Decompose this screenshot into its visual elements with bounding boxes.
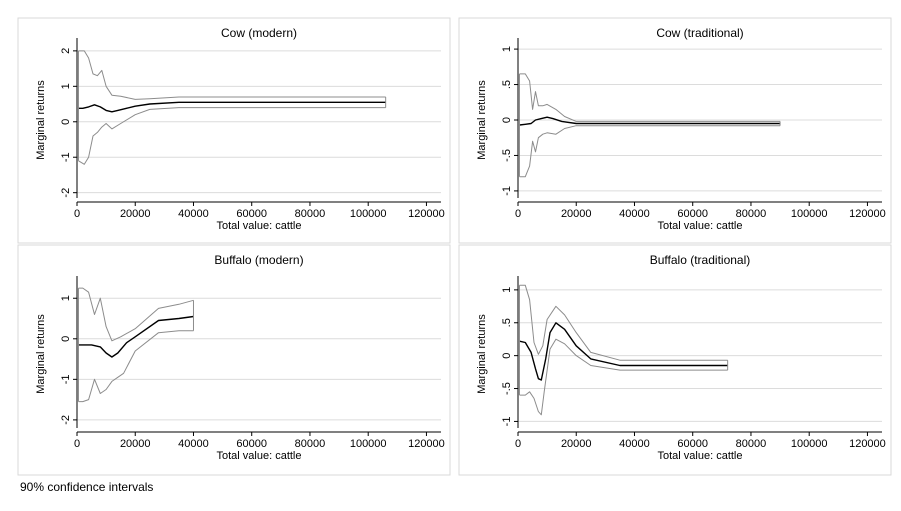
- upper-ci-line: [519, 284, 728, 361]
- x-tick-label: 0: [515, 208, 521, 220]
- y-tick-label: -1: [501, 417, 513, 427]
- x-axis-label: Total value: cattle: [217, 450, 302, 462]
- x-tick-label: 120000: [849, 208, 886, 220]
- chart-panel-1: -1 -.5 0 .5 1 0 20000 40000 60000 80000 100000 1200…: [458, 17, 892, 244]
- x-tick-label: 40000: [619, 208, 650, 220]
- y-axis-label: Marginal returns: [35, 80, 47, 160]
- estimate-line: [78, 101, 386, 113]
- x-tick-label: 120000: [849, 438, 886, 450]
- x-tick-label: 80000: [295, 208, 326, 220]
- y-tick-label: 1: [501, 46, 513, 52]
- x-axis-label: Total value: cattle: [658, 220, 743, 232]
- x-tick-label: 20000: [120, 438, 151, 450]
- estimate-line: [519, 322, 728, 381]
- x-tick-label: 60000: [677, 438, 708, 450]
- y-tick-label: -1: [60, 374, 72, 384]
- y-axis-label: Marginal returns: [35, 314, 47, 394]
- y-tick-label: 1: [60, 83, 72, 89]
- x-tick-label: 100000: [791, 438, 828, 450]
- figure-note: 90% confidence intervals: [20, 480, 154, 494]
- lower-ci-line: [78, 330, 194, 403]
- x-tick-label: 80000: [295, 438, 326, 450]
- y-axis-label: Marginal returns: [476, 314, 488, 394]
- x-tick-label: 80000: [736, 438, 767, 450]
- panel-border: [17, 17, 451, 244]
- y-axis-label: Marginal returns: [476, 80, 488, 160]
- x-tick-label: 0: [74, 438, 80, 450]
- chart-title: Buffalo (traditional): [650, 253, 751, 267]
- y-tick-label: 2: [60, 48, 72, 54]
- x-tick-label: 100000: [350, 208, 387, 220]
- x-tick-label: 80000: [736, 208, 767, 220]
- y-tick-label: -1: [60, 152, 72, 162]
- panel-border: [458, 17, 892, 244]
- y-tick-label: -2: [60, 188, 72, 198]
- x-tick-label: 0: [515, 438, 521, 450]
- y-tick-label: 0: [501, 117, 513, 123]
- y-tick-label: -2: [60, 415, 72, 425]
- x-tick-label: 40000: [619, 438, 650, 450]
- chart-title: Cow (modern): [221, 26, 297, 40]
- x-axis-label: Total value: cattle: [658, 450, 743, 462]
- y-tick-label: 1: [60, 295, 72, 301]
- upper-ci-line: [78, 50, 386, 100]
- y-tick-label: -.5: [501, 382, 513, 395]
- chart-panel-2: -2 -1 0 1 0 20000 40000 60000 80000 100000 120000 B…: [17, 244, 451, 476]
- lower-ci-line: [78, 107, 386, 165]
- x-tick-label: 20000: [561, 208, 592, 220]
- chart-title: Buffalo (modern): [214, 253, 303, 267]
- upper-ci-line: [78, 287, 194, 342]
- y-tick-label: 1: [501, 287, 513, 293]
- y-tick-label: 0: [60, 119, 72, 125]
- x-tick-label: 100000: [350, 438, 387, 450]
- upper-ci-line: [519, 73, 781, 122]
- x-tick-label: 120000: [408, 208, 445, 220]
- chart-title: Cow (traditional): [656, 26, 743, 40]
- x-tick-label: 20000: [561, 438, 592, 450]
- x-tick-label: 60000: [236, 208, 267, 220]
- y-tick-label: -1: [501, 186, 513, 196]
- y-tick-label: 0: [60, 336, 72, 342]
- x-tick-label: 120000: [408, 438, 445, 450]
- x-tick-label: 100000: [791, 208, 828, 220]
- lower-ci-line: [519, 125, 781, 178]
- x-axis-label: Total value: cattle: [217, 220, 302, 232]
- estimate-line: [78, 315, 194, 358]
- x-tick-label: 60000: [236, 438, 267, 450]
- x-tick-label: 0: [74, 208, 80, 220]
- x-tick-label: 20000: [120, 208, 151, 220]
- x-tick-label: 60000: [677, 208, 708, 220]
- y-tick-label: .5: [501, 80, 513, 89]
- lower-ci-line: [519, 338, 728, 416]
- x-tick-label: 40000: [178, 208, 209, 220]
- y-tick-label: .5: [501, 318, 513, 327]
- chart-panel-0: -2 -1 0 1 2 0 20000 40000 60000 80000 100000 120000…: [17, 17, 451, 244]
- y-tick-label: -.5: [501, 149, 513, 162]
- panel-border: [17, 244, 451, 476]
- panel-border: [458, 244, 892, 476]
- estimate-line: [519, 116, 781, 126]
- chart-panel-3: -1 -.5 0 .5 1 0 20000 40000 60000 80000 100000 1200…: [458, 244, 892, 476]
- y-tick-label: 0: [501, 353, 513, 359]
- x-tick-label: 40000: [178, 438, 209, 450]
